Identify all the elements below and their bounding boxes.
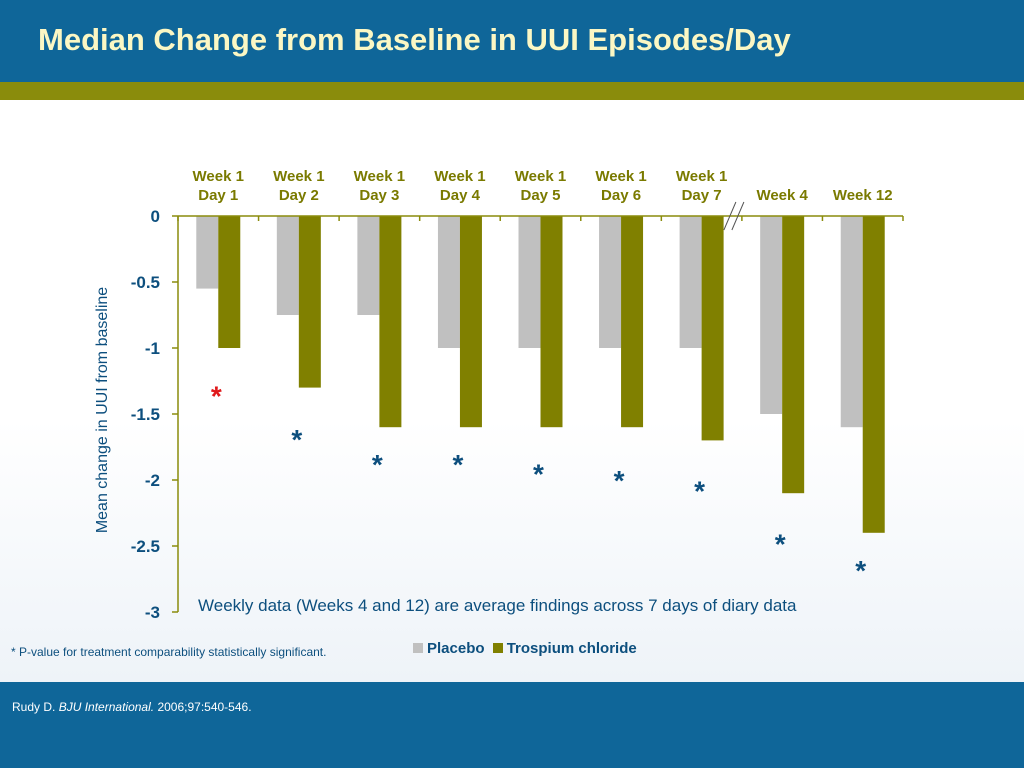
citation-author: Rudy D. bbox=[12, 700, 56, 714]
slide-footer: Rudy D. BJU International. 2006;97:540-5… bbox=[0, 682, 1024, 768]
x-category-label: Day 3 bbox=[359, 187, 399, 204]
x-category-label: Week 1 bbox=[676, 168, 727, 185]
x-category-label: Day 6 bbox=[601, 187, 641, 204]
citation: Rudy D. BJU International. 2006;97:540-5… bbox=[12, 700, 252, 714]
header-accent-band bbox=[0, 82, 1024, 100]
x-category-label: Week 1 bbox=[193, 168, 244, 185]
significance-marker: * bbox=[614, 465, 625, 496]
chart-legend: Placebo Trospium chloride bbox=[413, 640, 641, 657]
x-category-label: Week 1 bbox=[595, 168, 646, 185]
bar-placebo bbox=[679, 216, 702, 348]
citation-details: 2006;97:540-546. bbox=[157, 700, 252, 714]
y-tick-label: -2.5 bbox=[131, 537, 160, 556]
citation-journal: BJU International. bbox=[58, 700, 155, 714]
y-tick-label: -2 bbox=[145, 471, 160, 490]
significance-marker: * bbox=[694, 476, 705, 507]
axis-break-mark bbox=[723, 201, 737, 231]
significance-footnote: * P-value for treatment comparability st… bbox=[11, 645, 327, 659]
x-category-label: Week 12 bbox=[833, 187, 893, 204]
slide-title: Median Change from Baseline in UUI Episo… bbox=[38, 22, 791, 57]
significance-marker: * bbox=[291, 424, 302, 455]
bar-trospium bbox=[782, 216, 805, 494]
legend-label-placebo: Placebo bbox=[427, 640, 485, 657]
significance-marker: * bbox=[211, 381, 222, 412]
bar-placebo bbox=[760, 216, 783, 414]
bar-placebo bbox=[357, 216, 380, 315]
y-tick-label: -1 bbox=[145, 339, 160, 358]
bar-trospium bbox=[701, 216, 724, 441]
x-category-label: Week 1 bbox=[434, 168, 485, 185]
bar-trospium bbox=[621, 216, 644, 428]
bar-placebo bbox=[599, 216, 622, 348]
significance-marker: * bbox=[452, 449, 463, 480]
bar-placebo bbox=[196, 216, 219, 289]
bar-placebo bbox=[518, 216, 541, 348]
x-category-label: Day 2 bbox=[279, 187, 319, 204]
y-tick-label: 0 bbox=[151, 207, 160, 226]
x-category-label: Day 4 bbox=[440, 187, 481, 204]
x-category-label: Day 5 bbox=[520, 187, 560, 204]
x-category-label: Day 7 bbox=[682, 187, 722, 204]
legend-label-trospium: Trospium chloride bbox=[506, 640, 637, 657]
bar-placebo bbox=[437, 216, 460, 348]
significance-marker: * bbox=[775, 528, 786, 559]
legend-swatch-trospium bbox=[492, 643, 503, 653]
significance-marker: * bbox=[533, 458, 544, 489]
bar-trospium bbox=[459, 216, 482, 428]
y-tick-label: -0.5 bbox=[131, 273, 160, 292]
significance-marker: * bbox=[855, 555, 866, 586]
slide-header: Median Change from Baseline in UUI Episo… bbox=[0, 0, 1024, 82]
x-category-label: Day 1 bbox=[198, 187, 238, 204]
x-category-label: Week 1 bbox=[515, 168, 566, 185]
bar-trospium bbox=[298, 216, 321, 388]
y-axis-label: Mean change in UUI from baseline bbox=[94, 286, 111, 534]
bar-chart: 0 -0.5 -1 -1.5 -2 -2.5 -3 Week 1 Day 1 Week 1 Day … bbox=[131, 168, 904, 622]
bar-placebo bbox=[276, 216, 299, 315]
axis-break-mark bbox=[731, 201, 745, 231]
x-category-label: Week 1 bbox=[273, 168, 324, 185]
legend-swatch-placebo bbox=[413, 643, 423, 653]
weekly-data-note: Weekly data (Weeks 4 and 12) are average… bbox=[198, 596, 797, 615]
y-tick-label: -3 bbox=[145, 603, 160, 622]
significance-marker: * bbox=[372, 449, 383, 480]
bar-placebo bbox=[840, 216, 863, 428]
bar-trospium bbox=[379, 216, 402, 428]
x-category-label: Week 4 bbox=[756, 187, 808, 204]
bar-trospium bbox=[862, 216, 885, 533]
bar-trospium bbox=[540, 216, 563, 428]
bar-trospium bbox=[218, 216, 241, 348]
y-tick-label: -1.5 bbox=[131, 405, 160, 424]
x-category-label: Week 1 bbox=[354, 168, 405, 185]
